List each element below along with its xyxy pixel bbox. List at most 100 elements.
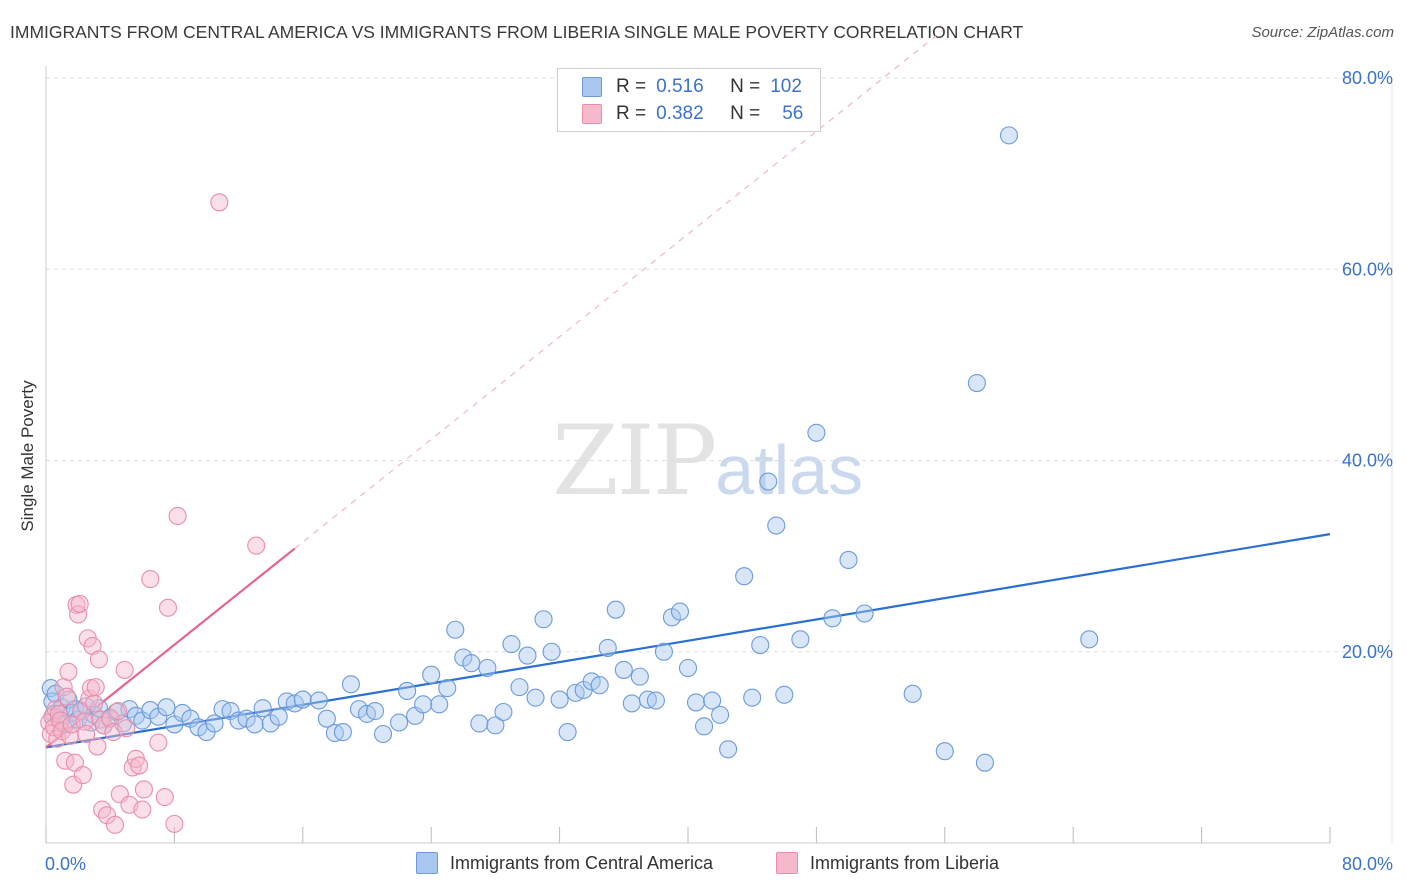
point-central-america: [373, 724, 393, 744]
legend-n-value: 102: [770, 76, 802, 97]
point-central-america: [590, 676, 609, 695]
point-central-america: [41, 679, 60, 698]
point-central-america: [398, 681, 417, 701]
point-central-america: [686, 693, 706, 712]
point-central-america: [839, 550, 858, 570]
point-liberia: [247, 536, 266, 555]
point-liberia: [49, 704, 68, 723]
point-liberia: [70, 594, 89, 613]
series-legend-liberia[interactable]: Immigrants from Liberia: [776, 852, 999, 874]
point-liberia: [210, 193, 229, 212]
point-liberia: [168, 506, 187, 526]
point-central-america: [542, 642, 561, 661]
series-swatch-pink: [776, 852, 798, 874]
point-central-america: [269, 707, 288, 726]
series-legend: Immigrants from Central America Immigran…: [0, 852, 1406, 878]
point-central-america: [526, 688, 545, 707]
point-central-america: [518, 646, 537, 665]
legend-n-value: 56: [782, 103, 804, 124]
point-central-america: [558, 723, 577, 742]
point-central-america: [120, 700, 139, 719]
data-points: [40, 126, 1099, 834]
point-central-america: [767, 516, 786, 535]
point-liberia: [64, 775, 83, 794]
point-central-america: [598, 638, 617, 657]
point-liberia: [117, 719, 136, 738]
point-liberia: [59, 662, 78, 681]
trend-lines: [45, 29, 1331, 749]
source-label: Source: ZipAtlas.com: [1251, 24, 1394, 41]
series-name: Immigrants from Liberia: [810, 852, 1000, 873]
point-central-america: [823, 609, 842, 628]
point-central-america: [678, 658, 698, 678]
point-central-america: [735, 567, 754, 586]
point-liberia: [94, 716, 113, 735]
point-central-america: [494, 702, 513, 722]
series-legend-central-america[interactable]: Immigrants from Central America: [416, 852, 713, 874]
point-liberia: [61, 726, 80, 745]
point-central-america: [253, 699, 272, 718]
point-central-america: [670, 602, 690, 621]
point-central-america: [975, 753, 994, 772]
point-central-america: [999, 126, 1019, 145]
point-central-america: [903, 684, 922, 703]
point-central-america: [622, 694, 641, 713]
tick-labels: 20.0% 40.0% 60.0% 80.0% 0.0% 80.0%: [45, 68, 1393, 874]
y-tick-label: 80.0%: [1342, 68, 1393, 88]
point-central-america: [807, 423, 826, 442]
point-liberia: [165, 814, 184, 833]
point-central-america: [205, 714, 224, 733]
chart-title: IMMIGRANTS FROM CENTRAL AMERICA VS IMMIG…: [10, 22, 1024, 42]
legend-n-label: N =: [730, 76, 761, 97]
legend-row-liberia: R = 0.382 N = 56: [582, 102, 803, 126]
point-liberia: [86, 678, 105, 697]
grid: [46, 77, 1392, 653]
point-central-america: [317, 709, 336, 728]
point-central-america: [486, 716, 505, 735]
point-central-america: [510, 678, 529, 697]
legend-n-label: N =: [730, 103, 761, 124]
point-central-america: [157, 698, 176, 717]
point-central-america: [245, 715, 264, 734]
point-central-america: [550, 690, 569, 709]
legend-swatch-blue: [582, 77, 602, 97]
watermark-atlas: atlas: [715, 431, 864, 509]
trend-line-central-america: [45, 533, 1331, 749]
point-central-america: [502, 635, 521, 654]
point-central-america: [791, 630, 810, 649]
point-liberia: [149, 733, 168, 752]
point-central-america: [646, 691, 665, 710]
point-central-america: [478, 658, 497, 678]
point-liberia: [93, 800, 112, 819]
point-central-america: [341, 675, 361, 694]
point-central-america: [719, 740, 738, 759]
y-tick-label: 20.0%: [1342, 642, 1393, 662]
point-central-america: [751, 636, 770, 655]
point-central-america: [422, 665, 441, 684]
point-liberia: [115, 660, 134, 679]
point-central-america: [614, 660, 633, 679]
series-swatch-blue: [416, 852, 438, 874]
point-central-america: [414, 695, 433, 714]
y-tick-label: 40.0%: [1342, 451, 1393, 471]
point-central-america: [333, 723, 352, 742]
point-liberia: [89, 650, 109, 669]
point-central-america: [694, 717, 714, 736]
point-central-america: [967, 373, 986, 393]
point-central-america: [759, 472, 778, 491]
point-central-america: [293, 690, 312, 709]
point-liberia: [91, 710, 110, 729]
legend-r-value: 0.382: [656, 103, 704, 124]
legend-swatch-pink: [582, 104, 602, 124]
point-central-america: [654, 642, 673, 661]
correlation-legend: R = 0.516 N = 102 R = 0.382 N = 56: [557, 68, 821, 132]
point-central-america: [534, 610, 553, 629]
point-central-america: [606, 600, 625, 619]
series-name: Immigrants from Central America: [450, 852, 714, 873]
legend-row-central-america: R = 0.516 N = 102: [582, 75, 802, 99]
point-central-america: [703, 691, 722, 710]
point-central-america: [775, 685, 794, 704]
y-tick-label: 60.0%: [1342, 259, 1393, 279]
point-central-america: [855, 604, 874, 623]
